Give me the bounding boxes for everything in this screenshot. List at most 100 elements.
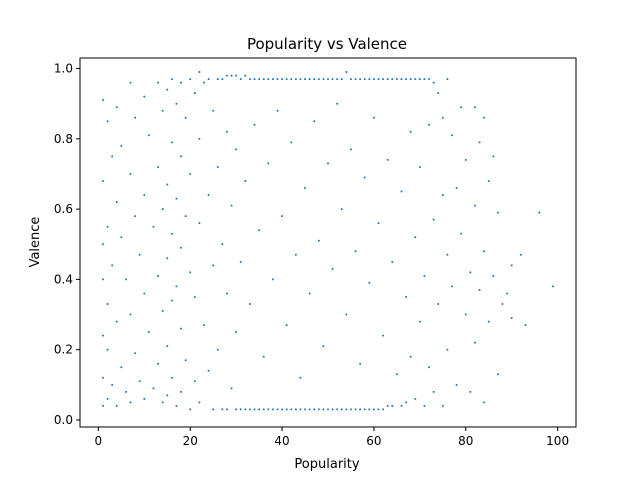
data-point bbox=[175, 197, 178, 200]
data-point bbox=[111, 155, 114, 158]
data-point bbox=[409, 130, 412, 133]
data-point bbox=[285, 324, 288, 327]
data-point bbox=[400, 404, 403, 407]
data-point bbox=[552, 285, 555, 288]
data-point bbox=[345, 71, 348, 74]
data-point bbox=[225, 292, 228, 295]
data-point bbox=[235, 408, 238, 411]
data-point bbox=[290, 141, 293, 144]
data-point bbox=[317, 408, 320, 411]
data-point bbox=[262, 355, 265, 358]
data-point bbox=[313, 120, 316, 123]
data-point bbox=[400, 190, 403, 193]
data-point bbox=[235, 148, 238, 151]
data-point bbox=[189, 172, 192, 175]
data-point bbox=[349, 78, 352, 81]
data-point bbox=[239, 260, 242, 263]
data-point bbox=[483, 401, 486, 404]
data-point bbox=[368, 281, 371, 284]
data-point bbox=[184, 215, 187, 218]
data-point bbox=[464, 158, 467, 161]
y-tick-label: 0.4 bbox=[54, 272, 73, 286]
data-point bbox=[120, 236, 123, 239]
data-point bbox=[115, 201, 118, 204]
data-point bbox=[391, 404, 394, 407]
data-point bbox=[225, 408, 228, 411]
data-point bbox=[129, 172, 132, 175]
data-point bbox=[170, 299, 173, 302]
data-point bbox=[207, 194, 210, 197]
data-point bbox=[418, 78, 421, 81]
y-tick-label: 1.0 bbox=[54, 62, 73, 76]
data-point bbox=[336, 102, 339, 105]
data-point bbox=[501, 303, 504, 305]
data-point bbox=[492, 274, 495, 277]
data-point bbox=[340, 78, 343, 81]
data-point bbox=[207, 369, 210, 372]
data-point bbox=[405, 78, 408, 81]
data-point bbox=[193, 92, 196, 95]
data-point bbox=[285, 408, 288, 411]
data-point bbox=[483, 250, 486, 253]
data-point bbox=[483, 116, 486, 119]
data-point bbox=[170, 232, 173, 235]
data-point bbox=[101, 404, 104, 407]
data-point bbox=[170, 141, 173, 144]
data-point bbox=[437, 303, 440, 305]
data-point bbox=[359, 408, 362, 411]
data-point bbox=[418, 320, 421, 323]
data-point bbox=[322, 408, 325, 411]
data-point bbox=[134, 116, 137, 119]
data-point bbox=[276, 78, 279, 81]
data-point bbox=[451, 285, 453, 288]
data-point bbox=[271, 78, 274, 81]
data-point bbox=[294, 253, 297, 256]
data-point bbox=[230, 74, 233, 77]
data-point bbox=[106, 120, 109, 123]
data-point bbox=[262, 408, 265, 411]
data-point bbox=[124, 278, 127, 281]
data-point bbox=[322, 345, 325, 348]
data-point bbox=[216, 348, 219, 351]
data-point bbox=[386, 404, 389, 407]
data-point bbox=[322, 78, 325, 81]
data-point bbox=[281, 408, 284, 411]
y-axis: 0.0 0.2 0.4 0.6 0.8 1.0 bbox=[54, 62, 80, 427]
data-point bbox=[129, 313, 132, 316]
data-point bbox=[441, 404, 444, 407]
data-point bbox=[299, 376, 302, 379]
data-point bbox=[235, 331, 238, 334]
axes-frame bbox=[79, 57, 577, 428]
data-point bbox=[451, 134, 453, 137]
data-point bbox=[340, 208, 343, 211]
y-tick-label: 0.0 bbox=[54, 413, 73, 427]
data-point bbox=[349, 408, 352, 411]
data-point bbox=[129, 401, 132, 404]
data-point bbox=[161, 109, 164, 112]
data-point bbox=[175, 404, 178, 407]
data-point bbox=[180, 81, 183, 84]
data-point bbox=[212, 109, 215, 112]
data-point bbox=[276, 109, 279, 112]
data-point bbox=[267, 162, 270, 165]
data-point bbox=[170, 376, 173, 379]
data-point bbox=[317, 78, 320, 81]
data-point bbox=[166, 345, 169, 348]
data-point bbox=[281, 78, 284, 81]
x-tick-label: 60 bbox=[366, 434, 381, 448]
data-point bbox=[180, 155, 183, 158]
data-point bbox=[106, 348, 109, 351]
data-point bbox=[446, 253, 449, 256]
data-point bbox=[423, 404, 426, 407]
y-axis-label: Valence bbox=[28, 217, 43, 268]
data-point bbox=[258, 229, 261, 232]
x-tick-label: 100 bbox=[546, 434, 569, 448]
data-point bbox=[331, 408, 334, 411]
data-point bbox=[138, 253, 141, 256]
data-point bbox=[428, 78, 431, 81]
data-point bbox=[354, 408, 357, 411]
y-tick-label: 0.2 bbox=[54, 343, 73, 357]
data-point bbox=[304, 78, 307, 81]
data-point bbox=[258, 408, 261, 411]
data-point bbox=[198, 71, 201, 74]
